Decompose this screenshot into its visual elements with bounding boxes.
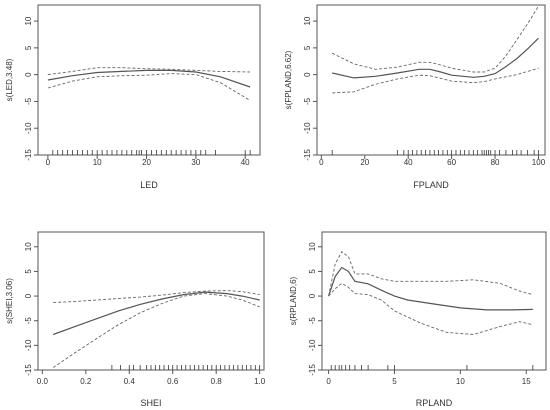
x-tick-label: 100 [532, 158, 546, 167]
x-tick-label: 40 [404, 158, 413, 167]
x-tick-label: 0.4 [124, 377, 136, 386]
x-tick-label: 0.8 [211, 377, 223, 386]
y-tick-label: -10 [24, 339, 33, 351]
panel-4: 0 5 10 15 -15 -10 -5 0 5 10 RPLAND s(RPLAND,6) [289, 231, 547, 408]
y-tick-label: -15 [24, 364, 33, 376]
confidence-band-lower [332, 67, 539, 94]
plot-frame [321, 231, 547, 371]
y-tick-label: -10 [303, 122, 312, 134]
x-axis-label: RPLAND [416, 398, 453, 408]
x-tick-label: 5 [392, 377, 397, 386]
confidence-band-lower [52, 293, 260, 368]
confidence-band-upper [53, 290, 260, 303]
x-tick-label: 60 [447, 158, 456, 167]
x-tick-label: 30 [191, 158, 200, 167]
y-tick-label: 5 [24, 45, 33, 50]
x-tick-label: 20 [360, 158, 369, 167]
x-tick-label: 0 [319, 158, 324, 167]
y-tick-label: 5 [308, 269, 317, 274]
plot-frame [37, 4, 261, 156]
y-axis-label: s(LED,3.48) [5, 58, 14, 101]
x-tick-label: 0 [326, 377, 331, 386]
x-tick-label: 10 [93, 158, 102, 167]
y-tick-label: 0 [24, 293, 33, 298]
smooth-fit-line [328, 266, 533, 311]
y-tick-label: 0 [308, 293, 317, 298]
confidence-band-upper [47, 67, 251, 76]
y-tick-label: 10 [24, 242, 33, 251]
x-tick-label: 80 [491, 158, 500, 167]
y-axis-label: s(RPLAND,6) [289, 276, 298, 325]
x-tick-label: 0 [46, 158, 51, 167]
y-tick-label: 10 [308, 242, 317, 251]
y-tick-label: -10 [24, 122, 33, 134]
x-axis-label: SHEI [140, 398, 161, 408]
y-tick-label: 0 [24, 72, 33, 77]
y-tick-label: 10 [303, 16, 312, 25]
y-axis-label: s(FPLAND,6.62) [284, 50, 293, 109]
smooth-fit-line [47, 69, 251, 88]
y-tick-label: -10 [308, 339, 317, 351]
y-tick-label: -5 [24, 317, 33, 325]
smooth-fit-line [332, 37, 539, 79]
x-tick-label: 40 [241, 158, 250, 167]
x-tick-label: 0.0 [37, 377, 49, 386]
plot-frame [37, 231, 265, 371]
x-tick-label: 1.0 [254, 377, 266, 386]
y-tick-label: -5 [308, 317, 317, 325]
x-tick-label: 10 [456, 377, 465, 386]
x-tick-label: 15 [522, 377, 531, 386]
x-axis-label: LED [140, 180, 158, 190]
y-tick-label: 5 [303, 45, 312, 50]
x-tick-label: 0.6 [167, 377, 179, 386]
y-tick-label: 5 [24, 269, 33, 274]
panel-2: 0 20 40 60 80 100 -15 -10 -5 0 5 10 FPLAND s(FPLAND,6… [284, 4, 546, 190]
y-axis-label: s(SHEI,3.06) [5, 278, 14, 324]
y-tick-label: -15 [303, 149, 312, 161]
confidence-band-upper [328, 251, 533, 297]
panel-1: 0 10 20 30 40 -15 -10 -5 0 5 10 LED s(LED,3.48) [5, 4, 261, 190]
plot-frame [316, 4, 546, 156]
confidence-band-lower [47, 73, 251, 101]
panel-3: 0.0 0.2 0.4 0.6 0.8 1.0 -15 -10 -5 0 5 10 SHEI s(SHEI… [5, 231, 266, 408]
confidence-band-upper [332, 5, 539, 73]
y-tick-label: -15 [24, 149, 33, 161]
smooth-fit-line [52, 291, 260, 336]
y-tick-label: -5 [303, 97, 312, 105]
y-tick-label: 10 [24, 16, 33, 25]
x-axis-label: FPLAND [413, 180, 449, 190]
y-tick-label: -5 [24, 97, 33, 105]
y-tick-label: -15 [308, 364, 317, 376]
x-tick-label: 0.2 [80, 377, 92, 386]
y-tick-label: 0 [303, 72, 312, 77]
x-tick-label: 20 [142, 158, 151, 167]
confidence-band-lower [328, 282, 533, 335]
